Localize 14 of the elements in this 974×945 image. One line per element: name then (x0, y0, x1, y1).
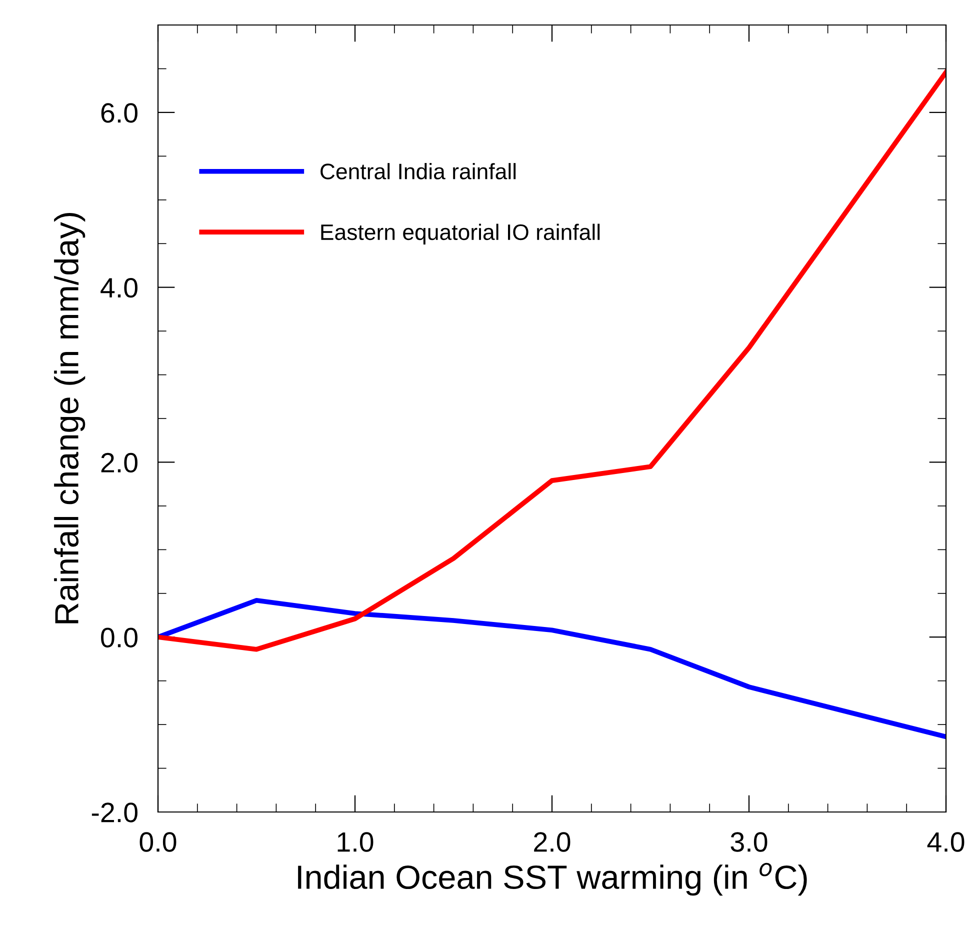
y-tick-label: 0.0 (101, 628, 138, 648)
x-axis-title: Indian Ocean SST warming (in $^{o}$C) (298, 862, 807, 896)
y-tick-label: 4.0 (100, 278, 138, 298)
legend-label: Central India rainfall (320, 163, 516, 180)
legend-label: Eastern equatorial IO rainfall (321, 224, 600, 244)
x-tick-label: 4.0 (927, 832, 964, 852)
y-tick-label: -2.0 (92, 802, 138, 822)
y-axis-title: Rainfall change (in mm/day) (54, 213, 86, 624)
x-tick-label: 0.0 (140, 832, 176, 852)
x-tick-label: 1.0 (338, 832, 374, 852)
y-tick-label: 2.0 (101, 452, 138, 473)
x-tick-label: 2.0 (534, 832, 570, 852)
y-tick-label: 6.0 (101, 103, 138, 123)
x-tick-label: 3.0 (730, 832, 768, 852)
